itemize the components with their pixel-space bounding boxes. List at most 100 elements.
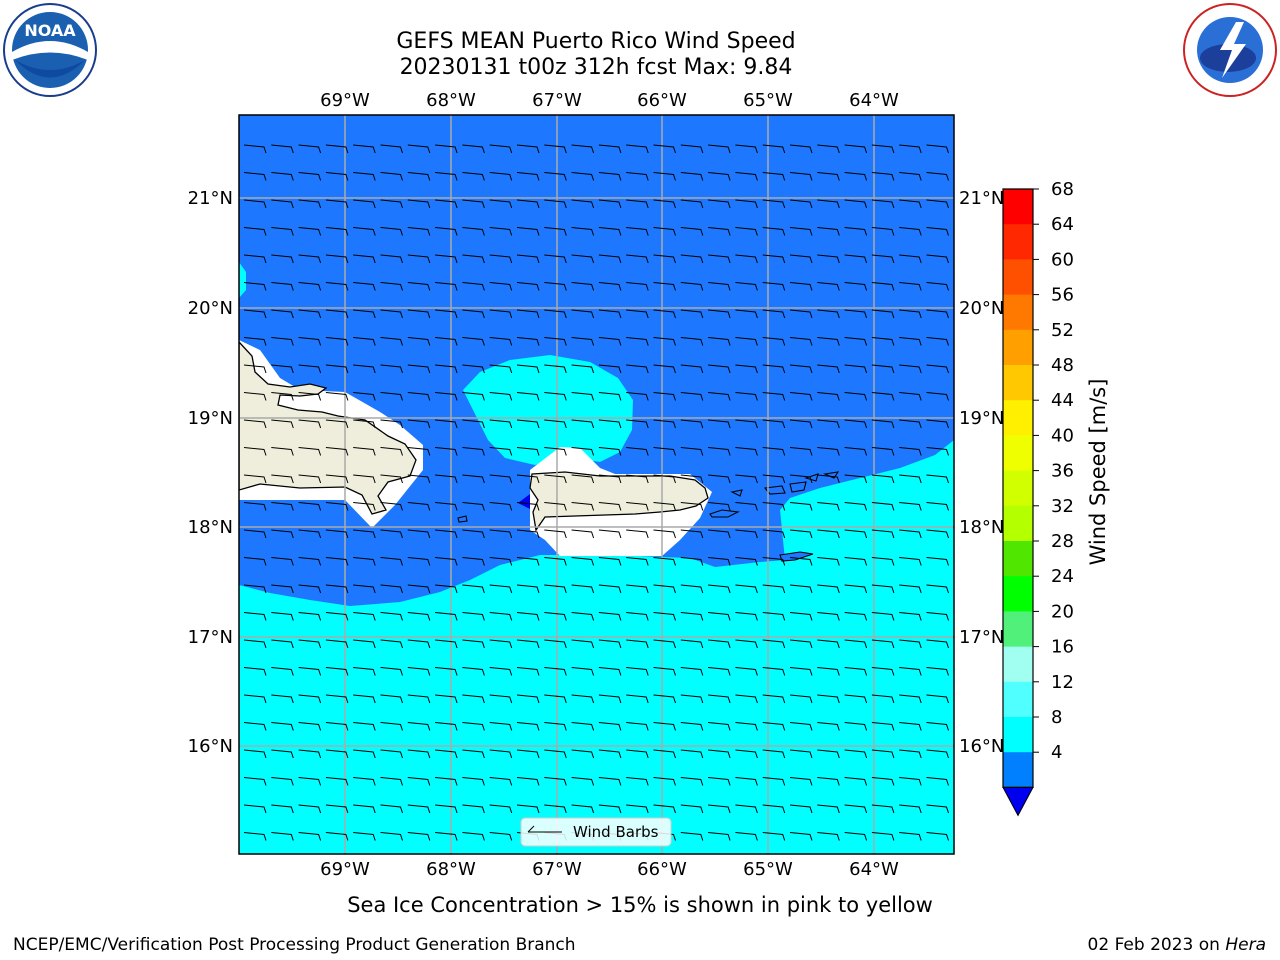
wind-barb bbox=[789, 199, 813, 209]
wind-barb bbox=[271, 529, 294, 539]
lat-label: 20°N bbox=[959, 298, 1004, 319]
wind-barb bbox=[380, 502, 403, 511]
wind-barb bbox=[953, 172, 954, 174]
wind-barb bbox=[844, 227, 868, 236]
wind-barb bbox=[626, 447, 649, 456]
wind-barb bbox=[598, 227, 622, 236]
wind-barb bbox=[708, 694, 731, 704]
branch-credit: NCEP/EMC/Verification Post Processing Pr… bbox=[13, 935, 576, 955]
wind-barb bbox=[571, 364, 595, 374]
wind-barb bbox=[271, 667, 294, 676]
wind-barb bbox=[571, 447, 595, 456]
wind-barb bbox=[844, 309, 868, 319]
wind-barb bbox=[926, 227, 949, 236]
wind-barb bbox=[353, 667, 376, 676]
wind-barb bbox=[243, 612, 267, 621]
wind-barb bbox=[598, 804, 622, 814]
lat-label: 16°N bbox=[188, 736, 233, 757]
lat-label: 19°N bbox=[959, 408, 1004, 429]
wind-barb bbox=[435, 667, 458, 676]
wind-barb bbox=[899, 639, 922, 649]
wind-barb bbox=[407, 199, 431, 209]
wind-barb bbox=[789, 639, 813, 649]
wind-barb bbox=[844, 337, 868, 346]
wind-barb bbox=[762, 667, 786, 676]
wind-barb bbox=[271, 612, 294, 621]
wind-barb bbox=[844, 199, 868, 209]
lat-label: 19°N bbox=[188, 408, 233, 429]
wind-barb bbox=[871, 502, 895, 511]
colorbar-segment bbox=[1003, 189, 1033, 225]
wind-barb bbox=[353, 254, 376, 264]
wind-barb bbox=[380, 199, 403, 209]
wind-barb bbox=[899, 722, 922, 731]
wind-barb bbox=[598, 722, 622, 731]
wind-barb bbox=[598, 282, 622, 291]
wind-barb bbox=[680, 199, 704, 209]
lon-label: 66°W bbox=[637, 90, 687, 111]
colorbar-segment bbox=[1003, 717, 1033, 753]
wind-barb bbox=[735, 639, 758, 649]
wind-barb bbox=[571, 694, 595, 704]
wind-barb bbox=[298, 529, 322, 539]
wind-barb bbox=[489, 419, 513, 429]
wind-barb bbox=[598, 584, 622, 594]
wind-barb bbox=[926, 832, 949, 841]
wind-barb bbox=[871, 474, 895, 484]
wind-barb bbox=[353, 364, 376, 374]
wind-barb bbox=[325, 667, 349, 676]
colorbar-segment bbox=[1003, 365, 1033, 401]
wind-barb bbox=[817, 749, 840, 759]
wind-barb bbox=[789, 557, 813, 566]
wind-barb bbox=[298, 419, 322, 429]
wind-barb bbox=[298, 144, 322, 154]
wind-barb bbox=[899, 337, 922, 346]
wind-barb bbox=[899, 584, 922, 594]
wind-barb bbox=[571, 419, 595, 429]
wind-barb bbox=[817, 667, 840, 676]
wind-barb bbox=[953, 777, 954, 779]
wind-barb bbox=[489, 694, 513, 704]
wind-barb bbox=[435, 502, 458, 511]
wind-barb bbox=[325, 694, 349, 704]
wind-barb bbox=[626, 227, 649, 236]
wind-barb bbox=[544, 667, 567, 676]
wind-barb bbox=[516, 447, 540, 456]
wind-barb bbox=[435, 282, 458, 291]
wind-barb bbox=[325, 337, 349, 346]
wind-barb bbox=[489, 777, 513, 786]
wind-barb bbox=[844, 832, 868, 841]
wind-barb bbox=[899, 199, 922, 209]
wind-barb bbox=[680, 227, 704, 236]
wind-barb bbox=[680, 172, 704, 181]
title-line-1: GEFS MEAN Puerto Rico Wind Speed bbox=[396, 29, 795, 54]
wind-barb bbox=[544, 612, 567, 621]
wind-barb bbox=[325, 364, 349, 374]
colorbar-extend-arrow bbox=[1002, 786, 1034, 817]
wind-barb bbox=[844, 557, 868, 566]
wind-barb bbox=[380, 227, 403, 236]
wind-barb bbox=[271, 749, 294, 759]
wind-barb bbox=[489, 392, 513, 401]
wind-barb bbox=[380, 529, 403, 539]
wind-barb bbox=[653, 474, 676, 484]
wind-barb bbox=[407, 502, 431, 511]
wind-barb bbox=[762, 227, 786, 236]
wind-barb bbox=[708, 584, 731, 594]
colorbar-tick-label: 4 bbox=[1051, 742, 1062, 763]
wind-barb bbox=[926, 584, 949, 594]
wind-barb bbox=[789, 832, 813, 841]
wind-barb bbox=[598, 447, 622, 456]
ocean-4-8-region bbox=[239, 115, 954, 606]
wind-barb bbox=[653, 254, 676, 264]
wind-barb bbox=[325, 419, 349, 429]
colorbar: 68 64 60 56 52 48 44 40 36 32 28 24 20 16 12 8 4 bbox=[1002, 179, 1074, 817]
wind-barb bbox=[298, 474, 322, 484]
ocean-8-12-edge bbox=[239, 262, 246, 298]
wind-barb bbox=[789, 694, 813, 704]
wind-barb bbox=[735, 529, 758, 539]
wind-barb bbox=[953, 804, 954, 806]
wind-barb bbox=[789, 419, 813, 429]
wind-barb bbox=[653, 749, 676, 759]
wind-barb bbox=[516, 749, 540, 759]
